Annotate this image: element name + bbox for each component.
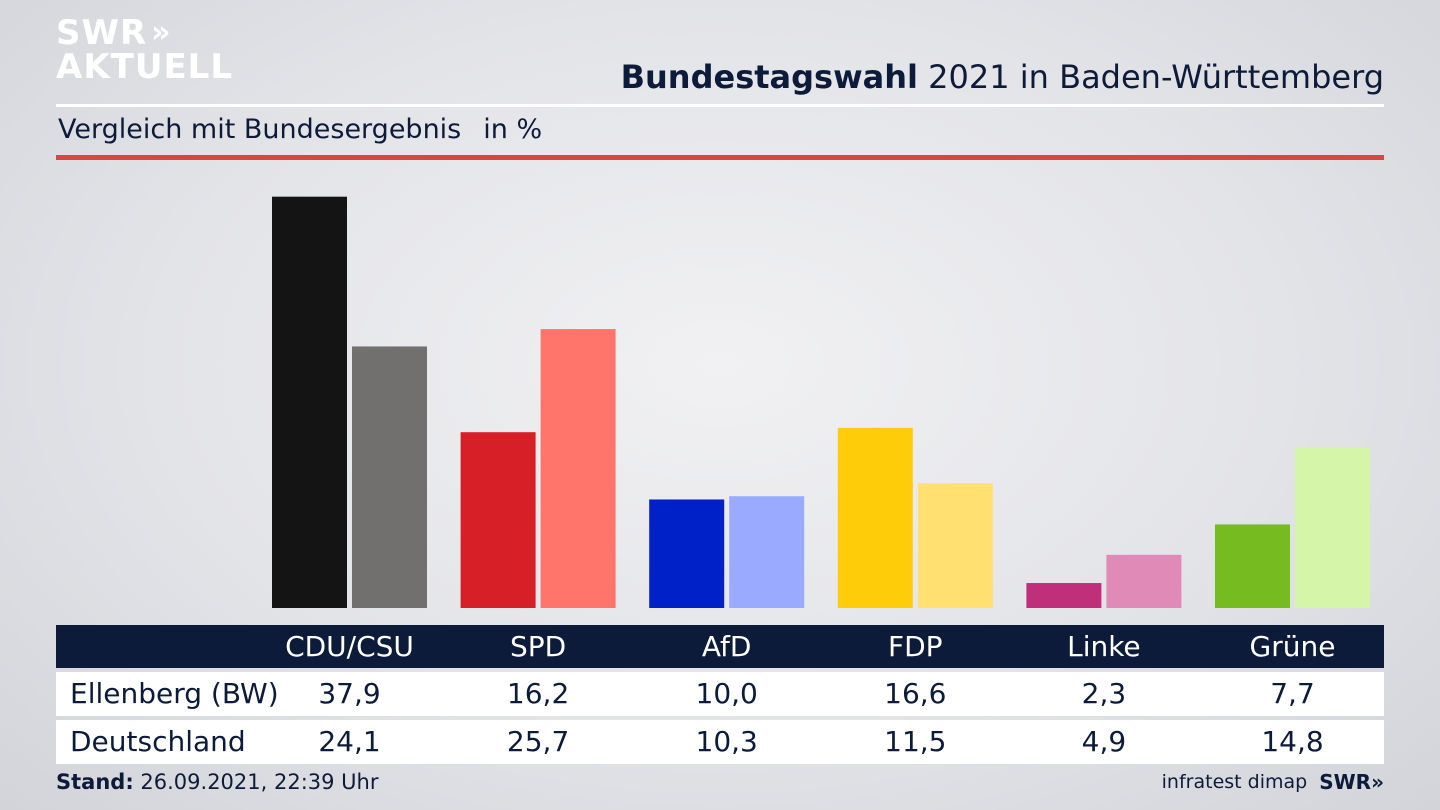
subtitle: Vergleich mit Bundesergebnis in % [58,114,542,145]
bar-spd-ellenberg [460,432,536,608]
source-text: infratest dimap [1161,771,1308,793]
table-cell: 7,7 [1270,677,1315,710]
bar-spd-deutschland [540,329,616,608]
accent-divider [56,155,1384,160]
column-header: Linke [1067,630,1141,663]
column-header: FDP [888,630,943,663]
swr-aktuell-logo: SWR» AKTUELL [56,13,234,87]
table-cell: 11,5 [884,725,947,758]
bar-linke-ellenberg [1026,583,1102,608]
table-cell: 16,6 [884,677,947,710]
page-title: Bundestagswahl 2021 in Baden-Württemberg [621,58,1384,96]
table-cell: 25,7 [506,725,570,758]
table-row: Ellenberg (BW) 37,9 16,2 10,0 16,6 2,3 7,7 [56,672,1384,716]
bar-cdu-csu-deutschland [352,346,427,608]
table-cell: 10,0 [695,677,758,710]
stand-label: Stand: [56,770,134,794]
row-label: Deutschland [70,725,246,758]
table-row: Deutschland 24,1 25,7 10,3 11,5 4,9 14,8 [56,720,1384,764]
table-cell: 2,3 [1081,677,1127,710]
table-cell: 37,9 [318,677,381,710]
column-header: Grüne [1249,630,1336,663]
table-cell: 10,3 [695,725,758,758]
swr-footer-logo: SWR» [1319,770,1384,794]
table-cell: 24,1 [318,725,381,758]
bar-chart [272,196,1370,608]
table-cell: 4,9 [1081,725,1127,758]
table-header: CDU/CSU SPD AfD FDP Linke Grüne [56,625,1384,668]
subtitle-text: Vergleich mit Bundesergebnis [58,114,462,145]
bar-afd-ellenberg [649,499,725,608]
row-label: Ellenberg (BW) [70,677,279,710]
logo-swr-text: SWR [56,13,148,53]
stand-value: 26.09.2021, 22:39 Uhr [133,770,379,794]
logo-aktuell-text: AKTUELL [56,47,234,87]
source-credit: infratest dimap SWR» [1162,770,1384,794]
table-cell: 14,8 [1261,725,1324,758]
results-table: CDU/CSU SPD AfD FDP Linke Grüne Ellenberg (BW… [56,625,1384,764]
bar-gr-ne-ellenberg [1215,524,1290,608]
title-divider [56,104,1384,107]
table-cell: 16,2 [506,677,570,710]
column-header: AfD [701,630,752,663]
title-bold: Bundestagswahl [620,58,918,96]
title-rest: 2021 in Baden-Württemberg [917,58,1384,96]
bar-gr-ne-deutschland [1295,447,1370,608]
bar-fdp-deutschland [917,483,993,608]
column-header: CDU/CSU [285,630,414,663]
timestamp: Stand: 26.09.2021, 22:39 Uhr [56,770,379,794]
bar-linke-deutschland [1106,554,1182,608]
column-header: SPD [509,630,567,663]
bar-cdu-csu-ellenberg [272,196,347,608]
bar-fdp-ellenberg [837,427,913,608]
bar-afd-deutschland [729,496,805,608]
unit-label: in % [483,114,543,145]
